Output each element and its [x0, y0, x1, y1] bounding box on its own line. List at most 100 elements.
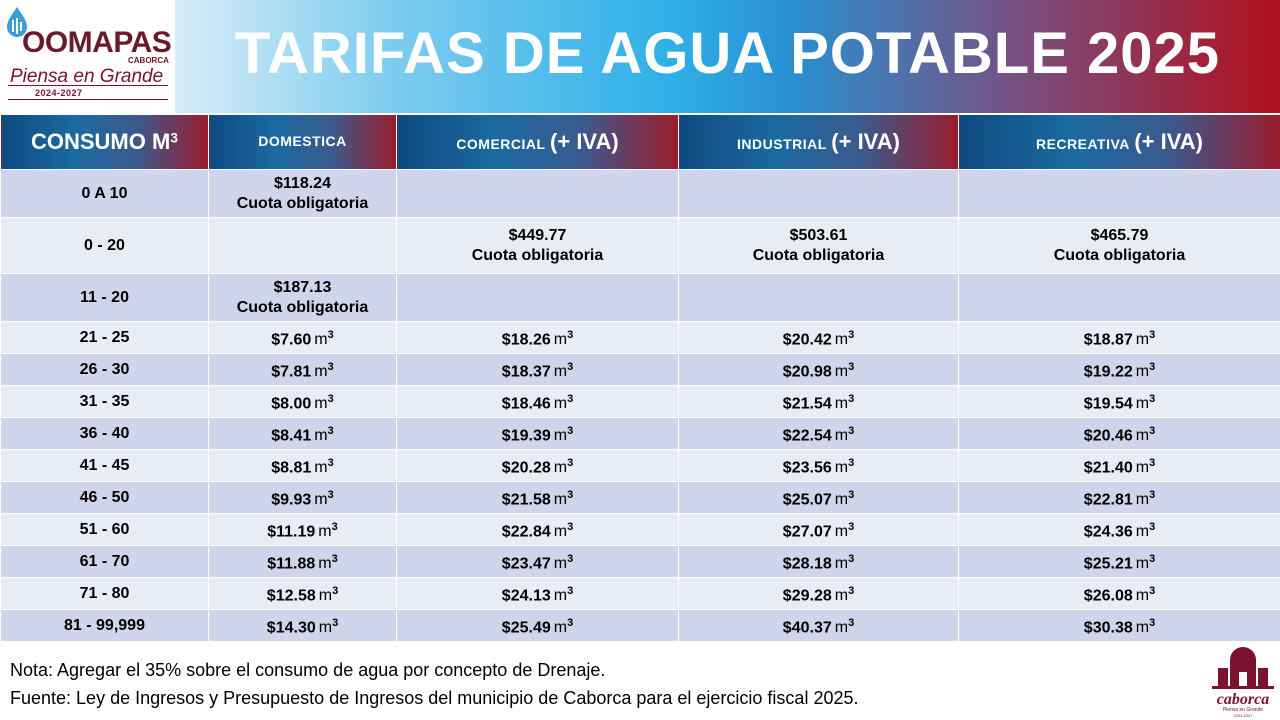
rate-value: $25.07 — [782, 491, 832, 509]
domestica-cell: $9.93 m3 — [208, 481, 397, 514]
table-row: 21 - 25 $7.60 m3 $18.26 m3 $20.42 m3 $18.87 m3 — [0, 321, 1280, 354]
oomapas-logo: OOMAPAS CABORCA Piensa en Grande 2024-20… — [0, 0, 175, 113]
caborca-slogan: Piensa en Grande — [1223, 707, 1264, 713]
domestica-cell: $7.60 m3 — [208, 321, 397, 354]
table-row: 0 - 20 $449.77 Cuota obligatoria $503.61 Cuo… — [0, 217, 1280, 274]
unit-exponent: 3 — [567, 584, 574, 597]
domestica-cell: $11.88 m3 — [208, 545, 397, 578]
unit-label: m — [834, 427, 849, 445]
rate-value: $12.58 — [266, 587, 316, 605]
unit-label: m — [834, 331, 849, 349]
unit-exponent: 3 — [1149, 584, 1156, 597]
recreativa-cell: $465.79 Cuota obligatoria — [958, 217, 1280, 274]
unit-exponent: 3 — [567, 520, 574, 533]
range-cell: 36 - 40 — [0, 417, 209, 450]
table-row: 81 - 99,999 $14.30 m3 $25.49 m3 $40.37 m3 $30.3… — [0, 609, 1280, 642]
tariff-table: CONSUMO M3 DOMESTICA COMERCIAL (+ IVA) I… — [0, 114, 1280, 642]
comercial-cell: $23.47 m3 — [396, 545, 679, 578]
rate-value: $20.98 — [782, 363, 832, 381]
recreativa-cell: $25.21 m3 — [958, 545, 1280, 578]
caborca-years: 2024-2027 — [1233, 713, 1253, 718]
unit-label: m — [318, 619, 333, 637]
unit-exponent: 3 — [848, 584, 855, 597]
unit-label: m — [553, 427, 568, 445]
table-row: 0 A 10 $118.24 Cuota obligatoria — [0, 169, 1280, 218]
comercial-cell: $18.37 m3 — [396, 353, 679, 386]
recreativa-cell: $30.38 m3 — [958, 609, 1280, 642]
recreativa-cell — [958, 169, 1280, 218]
comercial-cell: $19.39 m3 — [396, 417, 679, 450]
recreativa-cell: $26.08 m3 — [958, 577, 1280, 610]
rate-value: $18.87 — [1083, 331, 1133, 349]
unit-exponent: 3 — [567, 360, 574, 373]
rate-value: $30.38 — [1083, 619, 1133, 637]
unit-exponent: 3 — [327, 456, 334, 469]
rate-value: $26.08 — [1083, 587, 1133, 605]
industrial-cell: $20.42 m3 — [678, 321, 959, 354]
title-banner: OOMAPAS CABORCA Piensa en Grande 2024-20… — [0, 0, 1280, 113]
header-consumo: CONSUMO M3 — [0, 114, 209, 170]
rate-value: $9.93 — [271, 491, 312, 509]
caborca-logo: caborca Piensa en Grande 2024-2027 — [1212, 647, 1274, 718]
range-cell: 71 - 80 — [0, 577, 209, 610]
rate-value: $7.60 — [271, 331, 312, 349]
logo-subtitle: CABORCA — [128, 56, 169, 65]
rate-value: $20.42 — [782, 331, 832, 349]
unit-label: m — [553, 363, 568, 381]
unit-exponent: 3 — [567, 392, 574, 405]
domestica-cell: $7.81 m3 — [208, 353, 397, 386]
unit-label: m — [314, 427, 328, 445]
domestica-cell: $11.19 m3 — [208, 513, 397, 546]
rate-value: $19.22 — [1083, 363, 1133, 381]
rate-value: $25.49 — [501, 619, 551, 637]
header-comercial: COMERCIAL (+ IVA) — [396, 114, 679, 170]
amount: $503.61 — [789, 226, 848, 244]
unit-label: m — [1135, 491, 1150, 509]
table-row: 61 - 70 $11.88 m3 $23.47 m3 $28.18 m3 $25.21 m3 — [0, 545, 1280, 578]
unit-exponent: 3 — [1149, 456, 1156, 469]
range-cell: 61 - 70 — [0, 545, 209, 578]
range-cell: 41 - 45 — [0, 449, 209, 482]
rate-value: $20.46 — [1083, 427, 1133, 445]
rate-value: $18.26 — [501, 331, 551, 349]
unit-label: m — [553, 587, 568, 605]
unit-label: m — [314, 395, 328, 413]
logo-divider — [8, 85, 168, 86]
caborca-name: caborca — [1217, 691, 1269, 708]
header-domestica: DOMESTICA — [208, 114, 397, 170]
domestica-cell: $118.24 Cuota obligatoria — [208, 169, 397, 218]
recreativa-cell: $19.22 m3 — [958, 353, 1280, 386]
fixed-fee-label: Cuota obligatoria — [471, 246, 604, 264]
recreativa-cell: $20.46 m3 — [958, 417, 1280, 450]
logo-years: 2024-2027 — [35, 88, 83, 98]
unit-label: m — [553, 395, 568, 413]
unit-exponent: 3 — [332, 584, 339, 597]
industrial-cell: $22.54 m3 — [678, 417, 959, 450]
industrial-cell: $27.07 m3 — [678, 513, 959, 546]
range-cell: 46 - 50 — [0, 481, 209, 514]
industrial-cell: $28.18 m3 — [678, 545, 959, 578]
logo-divider — [8, 99, 168, 100]
unit-exponent: 3 — [332, 616, 339, 629]
unit-label: m — [834, 587, 849, 605]
unit-label: m — [553, 555, 568, 573]
fixed-fee-label: Cuota obligatoria — [236, 298, 369, 316]
industrial-cell: $21.54 m3 — [678, 385, 959, 418]
rate-value: $23.47 — [501, 555, 551, 573]
unit-label: m — [553, 331, 568, 349]
industrial-cell: $40.37 m3 — [678, 609, 959, 642]
rate-value: $24.36 — [1083, 523, 1133, 541]
unit-exponent: 3 — [327, 488, 334, 501]
unit-exponent: 3 — [1149, 424, 1156, 437]
unit-exponent: 3 — [848, 360, 855, 373]
industrial-cell: $23.56 m3 — [678, 449, 959, 482]
domestica-cell: $8.41 m3 — [208, 417, 397, 450]
rate-value: $14.30 — [266, 619, 316, 637]
fixed-fee-label: Cuota obligatoria — [752, 246, 885, 264]
industrial-cell — [678, 273, 959, 322]
unit-exponent: 3 — [1149, 488, 1156, 501]
unit-exponent: 3 — [567, 424, 574, 437]
range-cell: 11 - 20 — [0, 273, 209, 322]
logo-name: OOMAPAS — [22, 26, 172, 59]
comercial-cell — [396, 273, 679, 322]
